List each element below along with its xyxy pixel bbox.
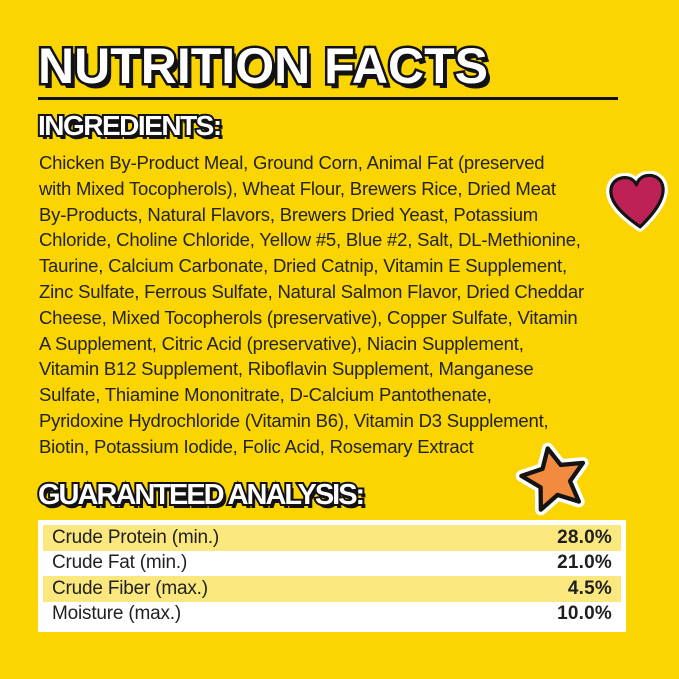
star-icon bbox=[510, 435, 597, 521]
analysis-value: 4.5% bbox=[567, 577, 612, 599]
analysis-label: Crude Protein (min.) bbox=[52, 526, 220, 548]
analysis-value: 10.0% bbox=[557, 603, 612, 625]
guaranteed-analysis-table: Crude Protein (min.) 28.0% Crude Fat (mi… bbox=[38, 520, 626, 632]
analysis-label: Crude Fat (min.) bbox=[52, 552, 188, 574]
analysis-value: 21.0% bbox=[557, 552, 612, 574]
table-row: Crude Fiber (max.) 4.5% bbox=[43, 576, 621, 602]
analysis-label: Moisture (max.) bbox=[52, 603, 181, 625]
table-row: Crude Protein (min.) 28.0% bbox=[43, 525, 621, 551]
title-divider bbox=[38, 97, 618, 100]
page-title: NUTRITION FACTS bbox=[36, 38, 491, 94]
ingredients-heading: INGREDIENTS: bbox=[36, 110, 224, 142]
table-row: Moisture (max.) 10.0% bbox=[43, 601, 621, 627]
ingredients-list: Chicken By-Product Meal, Ground Corn, An… bbox=[39, 152, 584, 457]
heart-icon bbox=[604, 169, 673, 234]
table-row: Crude Fat (min.) 21.0% bbox=[43, 550, 621, 576]
guaranteed-analysis-heading: GUARANTEED ANALYSIS: bbox=[36, 479, 367, 512]
analysis-label: Crude Fiber (max.) bbox=[52, 577, 208, 599]
analysis-value: 28.0% bbox=[557, 526, 612, 548]
